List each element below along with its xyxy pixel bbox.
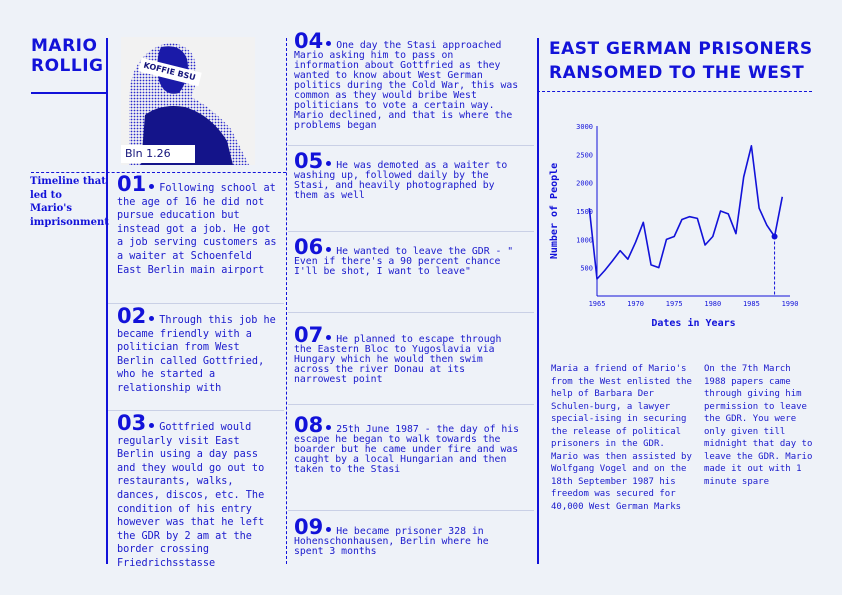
x-tick-label: 1965 [589, 300, 606, 308]
event-number: 03 [117, 411, 147, 435]
portrait-photo: KOFFIE BSU Bln 1.26 [121, 37, 255, 165]
x-tick-label: 1990 [782, 300, 799, 308]
ransom-line-chart: 500 1000 1500 2000 2500 3000 1965 1970 1975 1980 1… [549, 123, 799, 329]
right-column-divider [537, 38, 539, 564]
event-number: 08 [294, 413, 324, 437]
y-tick-label: 500 [580, 265, 593, 273]
bullet-dot [149, 184, 155, 189]
y-tick-label: 1000 [576, 236, 593, 244]
y-tick-label: 1500 [576, 208, 593, 216]
event-text: Following school at the age of 16 he did… [117, 183, 277, 276]
event-number: 02 [117, 304, 147, 328]
bullet-dot [326, 41, 332, 46]
event-03: 03 Gottfried would regularly visit East B… [117, 413, 277, 571]
event-text: He wanted to leave the GDR - " Even if t… [294, 246, 514, 277]
event-06: 06 He wanted to leave the GDR - " Even if… [294, 237, 524, 277]
bullet-dot [149, 423, 155, 428]
event-text: He was demoted as a waiter to washing up… [294, 160, 508, 201]
event-05: 05 He was demoted as a waiter to washing … [294, 151, 524, 201]
bullet-dot [326, 335, 332, 340]
y-axis-title: Number of People [549, 163, 560, 259]
event-01: 01 Following school at the age of 16 he d… [117, 174, 277, 277]
row-divider [288, 510, 534, 511]
event-08: 08 25th June 1987 - the day of his escape… [294, 415, 524, 475]
title-underline [31, 92, 106, 94]
chart-section-title: EAST GERMAN PRISONERS RANSOMED TO THE WE… [549, 39, 813, 83]
event-09: 09 He became prisoner 328 in Hohenschonha… [294, 517, 524, 557]
event-text: He planned to escape through the Eastern… [294, 334, 502, 385]
event-02: 02 Through this job he became friendly wi… [117, 306, 277, 396]
x-tick-label: 1970 [627, 300, 644, 308]
y-tick-label: 2500 [576, 151, 593, 159]
bullet-dot [326, 247, 332, 252]
row-divider [288, 231, 534, 232]
bullet-dot [326, 425, 332, 430]
event-text: Through this job he became friendly with… [117, 315, 276, 394]
y-tick-label: 2000 [576, 180, 593, 188]
x-tick-label: 1975 [666, 300, 683, 308]
row-divider [108, 410, 284, 411]
event-text: Gottfried would regularly visit East Ber… [117, 422, 265, 569]
event-text: One day the Stasi approached Mario askin… [294, 40, 519, 131]
event-04: 04 One day the Stasi approached Mario ask… [294, 31, 524, 131]
y-tick-label: 3000 [576, 123, 593, 131]
event-text: 25th June 1987 - the day of his escape h… [294, 424, 520, 475]
x-tick-label: 1980 [704, 300, 721, 308]
page-title: MARIO ROLLIG [31, 36, 104, 76]
row-divider [288, 145, 534, 146]
bullet-dot [326, 161, 332, 166]
marker-point [771, 233, 778, 240]
ransom-paragraph: Maria a friend of Mario's from the West … [551, 364, 692, 512]
row-divider [288, 404, 534, 405]
event-number: 01 [117, 172, 147, 196]
event-number: 07 [294, 323, 324, 347]
row-divider [288, 312, 534, 313]
middle-column-divider [286, 38, 287, 564]
timeline-label: Timeline that led to Mario's imprisonmen… [30, 176, 109, 228]
x-axis-title: Dates in Years [651, 317, 735, 329]
photo-label-bottom: Bln 1.26 [125, 147, 171, 160]
event-number: 05 [294, 149, 324, 173]
x-tick-label: 1985 [743, 300, 760, 308]
event-number: 09 [294, 515, 324, 539]
bullet-dot [149, 316, 155, 321]
right-title-divider [537, 91, 812, 92]
event-number: 06 [294, 235, 324, 259]
series-line [588, 145, 784, 280]
event-number: 04 [294, 29, 324, 53]
left-column-divider [106, 38, 108, 564]
event-text: He became prisoner 328 in Hohenschonhaus… [294, 526, 489, 557]
timeline-divider [31, 172, 286, 173]
release-paragraph: On the 7th March 1988 papers came throug… [704, 364, 813, 487]
row-divider [108, 303, 284, 304]
bullet-dot [326, 527, 332, 532]
event-07: 07 He planned to escape through the Easte… [294, 325, 524, 385]
